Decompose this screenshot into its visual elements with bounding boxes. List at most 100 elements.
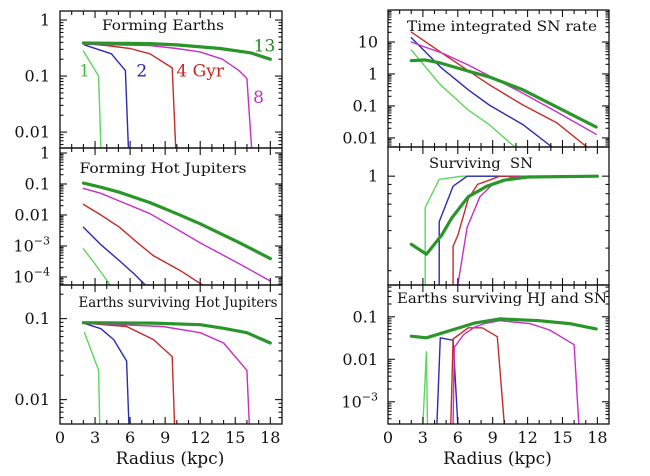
- series-group: [81, 41, 272, 148]
- x-tick-label: 6: [453, 428, 463, 447]
- y-tick-label: 10−3: [13, 235, 50, 256]
- y-tick-label: 0.1: [353, 307, 378, 326]
- panel-frame: [59, 284, 283, 425]
- series-group: [81, 321, 272, 424]
- x-tick-label: 3: [418, 428, 428, 447]
- y-tick-label: 0.1: [353, 96, 378, 115]
- y-tick-label-base: 0.01: [14, 123, 50, 142]
- x-tick-label: 12: [190, 428, 210, 447]
- panel-title: Surviving SN: [429, 156, 533, 172]
- y-tick-label: 1: [40, 144, 50, 163]
- series-line-8-gyr: [82, 322, 250, 424]
- x-axis-label: Radius (kpc): [116, 449, 225, 469]
- series-line-1-gyr: [422, 351, 429, 424]
- x-tick-label: 18: [587, 428, 607, 447]
- series-line-8-gyr: [82, 187, 271, 282]
- y-tick-label-base: 0.1: [25, 309, 50, 328]
- y-tick-label-base: 1: [368, 65, 378, 84]
- panel-title: Earths surviving Hot Jupiters: [79, 295, 278, 311]
- y-tick-label: 10: [358, 33, 378, 52]
- y-tick-label: 0.01: [14, 123, 50, 142]
- y-tick-label-exponent: −4: [34, 266, 50, 279]
- series-line-4-gyr: [82, 203, 204, 285]
- series-line-13-gyr: [409, 317, 598, 340]
- y-tick-label: 0.01: [14, 390, 50, 409]
- y-tick-label-base: 0.1: [25, 175, 50, 194]
- series-line-13-gyr: [81, 41, 272, 61]
- series-annotation-label: 4 Gyr: [176, 62, 224, 82]
- series-line-1-gyr: [82, 50, 102, 148]
- y-tick-label: 0.01: [342, 128, 378, 147]
- x-tick-label: 3: [90, 428, 100, 447]
- series-line-1-gyr: [82, 248, 111, 285]
- y-tick-label: 0.1: [25, 67, 50, 86]
- panel-surviving-sn: 1 Surviving SN: [368, 146, 610, 286]
- series-line-4-gyr: [82, 42, 177, 148]
- series-line-2-gyr: [82, 226, 146, 285]
- series-annotation-label: 2: [136, 62, 147, 82]
- x-tick-label: 0: [383, 428, 393, 447]
- x-tick-label: 0: [55, 428, 65, 447]
- series-line-1-gyr: [83, 332, 101, 424]
- x-tick-label: 9: [488, 428, 498, 447]
- y-tick-label-base: 0.1: [353, 307, 378, 326]
- y-tick-label-base: 0.1: [353, 96, 378, 115]
- series-line-13-gyr: [409, 58, 598, 129]
- y-tick-label-base: 1: [40, 144, 50, 163]
- x-tick-label: 12: [517, 428, 537, 447]
- series-line-4-gyr: [450, 327, 505, 424]
- panel-title: Time integrated SN rate: [407, 19, 597, 35]
- series-group: [81, 181, 272, 285]
- series-line-8-gyr: [410, 41, 597, 135]
- series-line-8-gyr: [82, 43, 253, 148]
- series-line-2-gyr: [83, 44, 130, 148]
- series-annotation-label: 1: [79, 62, 90, 82]
- y-tick-label: 10−4: [13, 266, 50, 287]
- series-annotation-label: 13: [254, 37, 276, 57]
- series-line-13-gyr: [81, 181, 272, 261]
- series-annotation-label: 8: [253, 88, 264, 108]
- series-group: [409, 174, 599, 285]
- x-tick-label: 15: [225, 428, 245, 447]
- series-line-2-gyr: [436, 337, 459, 424]
- y-tick-label: 10−3: [341, 390, 378, 411]
- y-tick-label: 0.01: [342, 350, 378, 369]
- y-tick-label-base: 1: [40, 11, 50, 30]
- panel-earths-surviving-hj-and-sn: 0.1 0.01 10−3 0 3 6 9 12 15 18 Radius (kpc) Earths …: [341, 284, 610, 469]
- series-group: [409, 317, 598, 424]
- y-tick-label-base: 10: [358, 33, 378, 52]
- panel-earths-surviving-hot-jupiters: 0.1 0.01 0 3 6 9 12 15 18 Radius (kpc) Earths surv…: [14, 284, 283, 469]
- x-tick-label: 15: [552, 428, 572, 447]
- series-line-4-gyr: [452, 175, 599, 285]
- panel-time-integrated-sn-rate: 10 1 0.1 0.01 Time integrated SN rate: [342, 9, 610, 148]
- series-line-2-gyr: [82, 322, 130, 424]
- y-tick-label-base: 0.01: [342, 128, 378, 147]
- panel-forming-earths: 1 0.1 0.01 Forming Earths 1 2 4 Gyr 8 13: [14, 10, 283, 149]
- y-tick-label: 1: [40, 11, 50, 30]
- series-line-2-gyr: [438, 175, 599, 285]
- series-line-1-gyr: [410, 49, 516, 147]
- panel-title: Forming Hot Jupiters: [80, 161, 247, 177]
- y-tick-label: 1: [368, 167, 378, 186]
- y-tick-label-base: 0.01: [14, 206, 50, 225]
- series-line-8-gyr: [452, 320, 580, 424]
- series-line-13-gyr: [81, 321, 272, 345]
- y-tick-label-base: 10: [341, 392, 361, 411]
- y-tick-label-base: 0.01: [14, 390, 50, 409]
- panel-title: Earths surviving HJ and SN: [397, 291, 607, 307]
- panel-title: Forming Earths: [102, 18, 224, 34]
- x-tick-label: 9: [160, 428, 170, 447]
- y-tick-label-base: 1: [368, 167, 378, 186]
- y-tick-label: 1: [368, 65, 378, 84]
- series-group: [409, 31, 598, 147]
- y-tick-label-exponent: −3: [362, 390, 378, 403]
- series-line-4-gyr: [410, 31, 588, 147]
- series-line-4-gyr: [82, 322, 176, 424]
- y-tick-label: 0.1: [25, 309, 50, 328]
- y-tick-label-base: 0.1: [25, 67, 50, 86]
- y-tick-label-exponent: −3: [34, 235, 50, 248]
- y-tick-label-base: 10: [13, 268, 33, 287]
- x-tick-label: 18: [260, 428, 280, 447]
